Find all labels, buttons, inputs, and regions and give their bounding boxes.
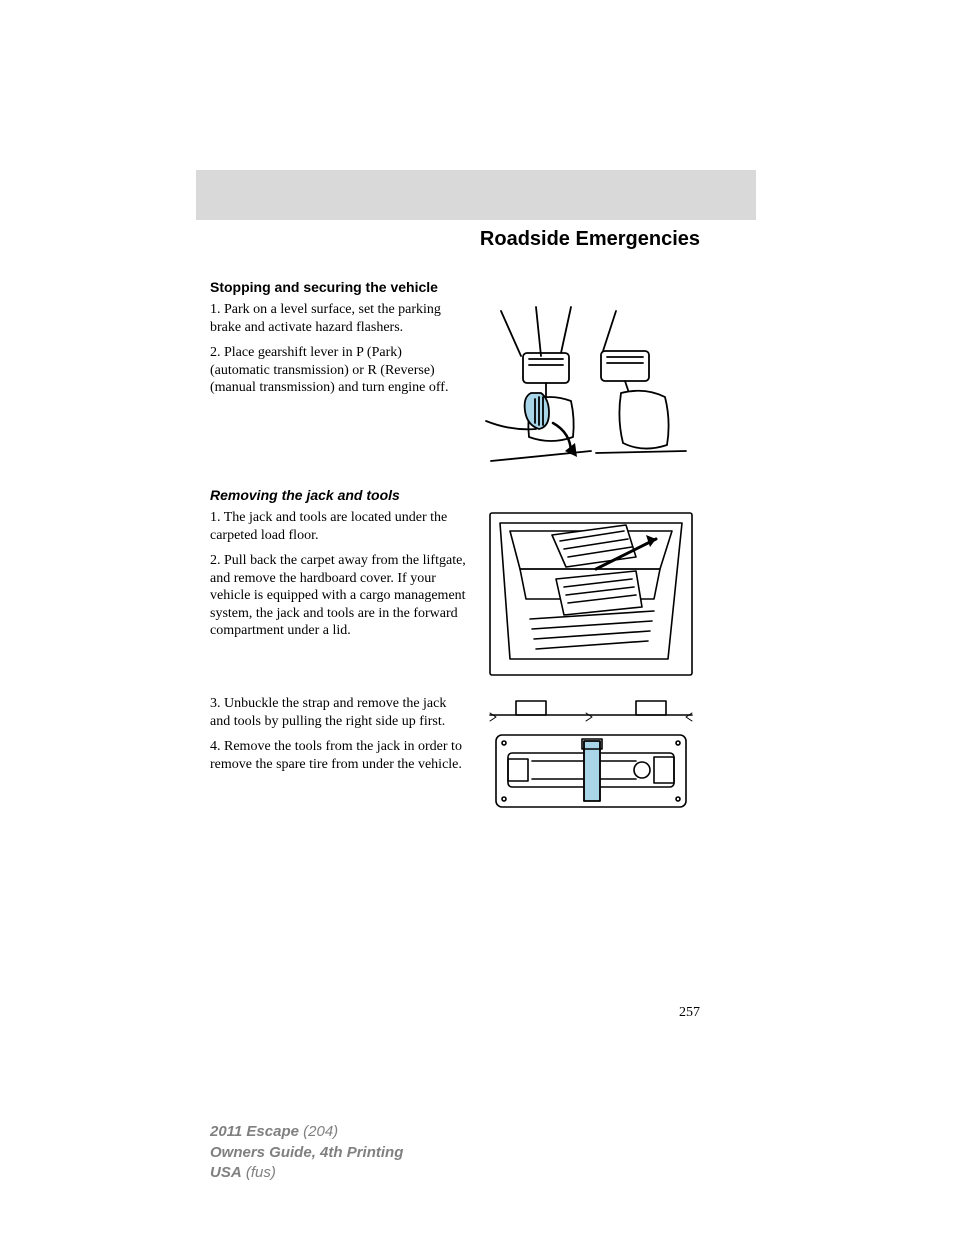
page-number: 257 [679,1005,700,1021]
section2-text2: 3. Unbuckle the strap and remove the jac… [210,695,470,825]
section2-p4: 4. Remove the tools from the jack in ord… [210,738,470,773]
section2-p2: 2. Pull back the carpet away from the li… [210,552,470,640]
section1-row: 1. Park on a level surface, set the park… [210,301,700,471]
section1-text: 1. Park on a level surface, set the park… [210,301,460,471]
footer-line1-bold: 2011 Escape [210,1123,299,1140]
figure-cargo-floor [482,509,700,679]
section2-row1: 1. The jack and tools are located under … [210,509,700,679]
footer-line1-light: (204) [299,1123,338,1140]
figure-pedals [472,301,700,471]
section1-heading: Stopping and securing the vehicle [210,279,700,295]
section1-p1: 1. Park on a level surface, set the park… [210,301,460,336]
footer-line2: Owners Guide, 4th Printing [210,1143,403,1163]
content-area: Roadside Emergencies Stopping and securi… [210,228,700,1001]
footer-block: 2011 Escape (204) Owners Guide, 4th Prin… [210,1122,403,1183]
section2-heading: Removing the jack and tools [210,487,700,503]
figure-jack-tray [482,695,700,825]
footer-line3: USA (fus) [210,1163,403,1183]
section1-p2: 2. Place gearshift lever in P (Park) (au… [210,344,460,397]
chapter-title: Roadside Emergencies [210,228,700,251]
section2-row2: 3. Unbuckle the strap and remove the jac… [210,695,700,825]
footer-line3-light: (fus) [242,1164,276,1181]
section2-p3: 3. Unbuckle the strap and remove the jac… [210,695,470,730]
footer-line1: 2011 Escape (204) [210,1122,403,1142]
footer-line3-bold: USA [210,1164,242,1181]
page: Roadside Emergencies Stopping and securi… [0,0,954,1235]
section2-text1: 1. The jack and tools are located under … [210,509,470,679]
header-gray-band [196,170,756,220]
section2-p1: 1. The jack and tools are located under … [210,509,470,544]
